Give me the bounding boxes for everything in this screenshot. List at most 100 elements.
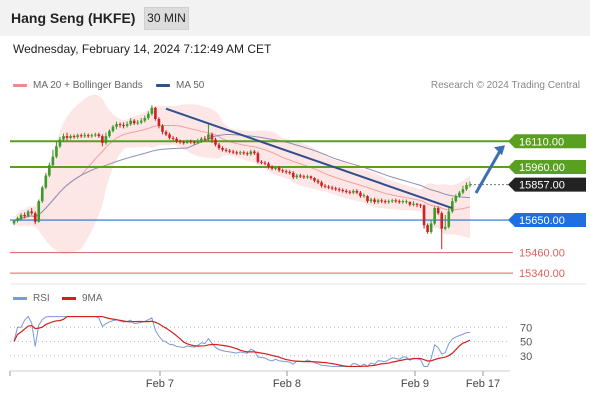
candle-body bbox=[373, 199, 376, 203]
candle-body bbox=[256, 153, 260, 162]
candle-body bbox=[150, 107, 154, 114]
rsi-legend-ma: 9MA bbox=[62, 293, 103, 304]
candle-body bbox=[101, 136, 104, 143]
candle-body bbox=[19, 214, 23, 220]
candle-body bbox=[48, 165, 51, 176]
candle-body bbox=[115, 124, 118, 127]
candle-body bbox=[217, 144, 221, 149]
candle-body bbox=[143, 118, 147, 121]
x-tick-label-Feb-9: Feb 9 bbox=[401, 378, 429, 390]
header-bar: Hang Seng (HKFE) 30 MIN bbox=[0, 0, 590, 36]
candle-body bbox=[69, 136, 72, 138]
rsi-tick-50: 50 bbox=[520, 337, 532, 349]
candle-body bbox=[390, 200, 394, 202]
candle-body bbox=[380, 200, 383, 202]
candle-body bbox=[44, 175, 48, 188]
candle-body bbox=[348, 191, 352, 193]
candle-body bbox=[253, 151, 256, 154]
candle-body bbox=[387, 201, 390, 203]
candle-body bbox=[104, 136, 108, 143]
legend-ma50-label: MA 50 bbox=[176, 80, 205, 91]
candle-body bbox=[341, 190, 345, 192]
candle-body bbox=[62, 136, 65, 140]
candle-body bbox=[185, 141, 189, 143]
legend-ma50: MA 50 bbox=[156, 80, 204, 91]
candle-body bbox=[320, 182, 323, 186]
candle-body bbox=[168, 134, 171, 138]
candle-body bbox=[210, 134, 214, 140]
candle-body bbox=[443, 226, 447, 229]
candle-body bbox=[352, 190, 355, 193]
candle-body bbox=[90, 135, 94, 137]
candle-body bbox=[394, 200, 398, 202]
candle-body bbox=[270, 166, 274, 169]
candle-body bbox=[362, 195, 366, 197]
level-label-15857.00: 15857.00 bbox=[519, 180, 565, 192]
candle-body bbox=[94, 134, 97, 136]
candle-body bbox=[458, 192, 461, 197]
level-tag-15857.00 bbox=[508, 177, 586, 192]
candle-body bbox=[309, 176, 313, 179]
candle-body bbox=[401, 201, 405, 203]
candle-body bbox=[299, 175, 302, 177]
candle-body bbox=[33, 213, 37, 222]
ma50-swatch-icon bbox=[156, 83, 170, 87]
candle-body bbox=[376, 200, 380, 203]
candle-body bbox=[440, 213, 444, 229]
bollinger-band bbox=[14, 94, 470, 254]
candle-body bbox=[313, 178, 316, 181]
candle-body bbox=[51, 156, 55, 166]
rsi-legend-rsi: RSI bbox=[13, 293, 50, 304]
candle-body bbox=[295, 175, 299, 178]
level-tag-15650.00 bbox=[508, 213, 586, 228]
candle-body bbox=[214, 139, 217, 145]
candle-body bbox=[16, 218, 19, 221]
candle-body bbox=[465, 184, 468, 190]
credit-text: Research © 2024 Trading Central bbox=[430, 80, 580, 91]
candle-body bbox=[23, 214, 26, 217]
candle-body bbox=[37, 201, 41, 222]
candle-body bbox=[468, 184, 472, 186]
candle-body bbox=[277, 167, 281, 171]
candle-body bbox=[178, 141, 182, 143]
candle-body bbox=[154, 107, 157, 119]
candle-body bbox=[405, 201, 408, 203]
candle-body bbox=[224, 149, 228, 151]
candle-body bbox=[207, 134, 210, 140]
level-label-15960.00: 15960.00 bbox=[519, 162, 565, 174]
x-tick-label-Feb-8: Feb 8 bbox=[273, 378, 301, 390]
candle-body bbox=[79, 135, 83, 137]
interval-button[interactable]: 30 MIN bbox=[144, 7, 189, 30]
timestamp: Wednesday, February 14, 2024 7:12:49 AM … bbox=[13, 42, 272, 56]
candle-body bbox=[415, 203, 419, 205]
candle-body bbox=[161, 125, 164, 132]
candle-body bbox=[260, 161, 263, 163]
candle-body bbox=[366, 196, 369, 202]
candle-body bbox=[235, 152, 238, 154]
candle-body bbox=[334, 188, 337, 190]
candle-body bbox=[246, 153, 249, 155]
candle-body bbox=[111, 126, 115, 131]
candle-body bbox=[203, 138, 207, 140]
candle-body bbox=[26, 211, 30, 217]
candle-body bbox=[189, 141, 193, 143]
candle-body bbox=[327, 186, 330, 188]
candle-body bbox=[263, 162, 267, 164]
rsi-tick-30: 30 bbox=[520, 351, 532, 363]
candle-body bbox=[221, 148, 224, 150]
candle-body bbox=[175, 138, 178, 142]
candle-body bbox=[267, 163, 270, 167]
candle-body bbox=[436, 208, 440, 214]
candle-body bbox=[433, 208, 436, 224]
candle-body bbox=[302, 176, 306, 178]
candle-body bbox=[284, 171, 288, 173]
candle-body bbox=[12, 220, 16, 224]
candle-body bbox=[447, 211, 451, 227]
candle-body bbox=[369, 199, 373, 202]
candle-body bbox=[118, 124, 122, 126]
candle-body bbox=[182, 142, 185, 144]
target-arrow-shaft bbox=[474, 148, 503, 194]
candle-body bbox=[408, 202, 412, 205]
candle-body bbox=[97, 134, 101, 137]
